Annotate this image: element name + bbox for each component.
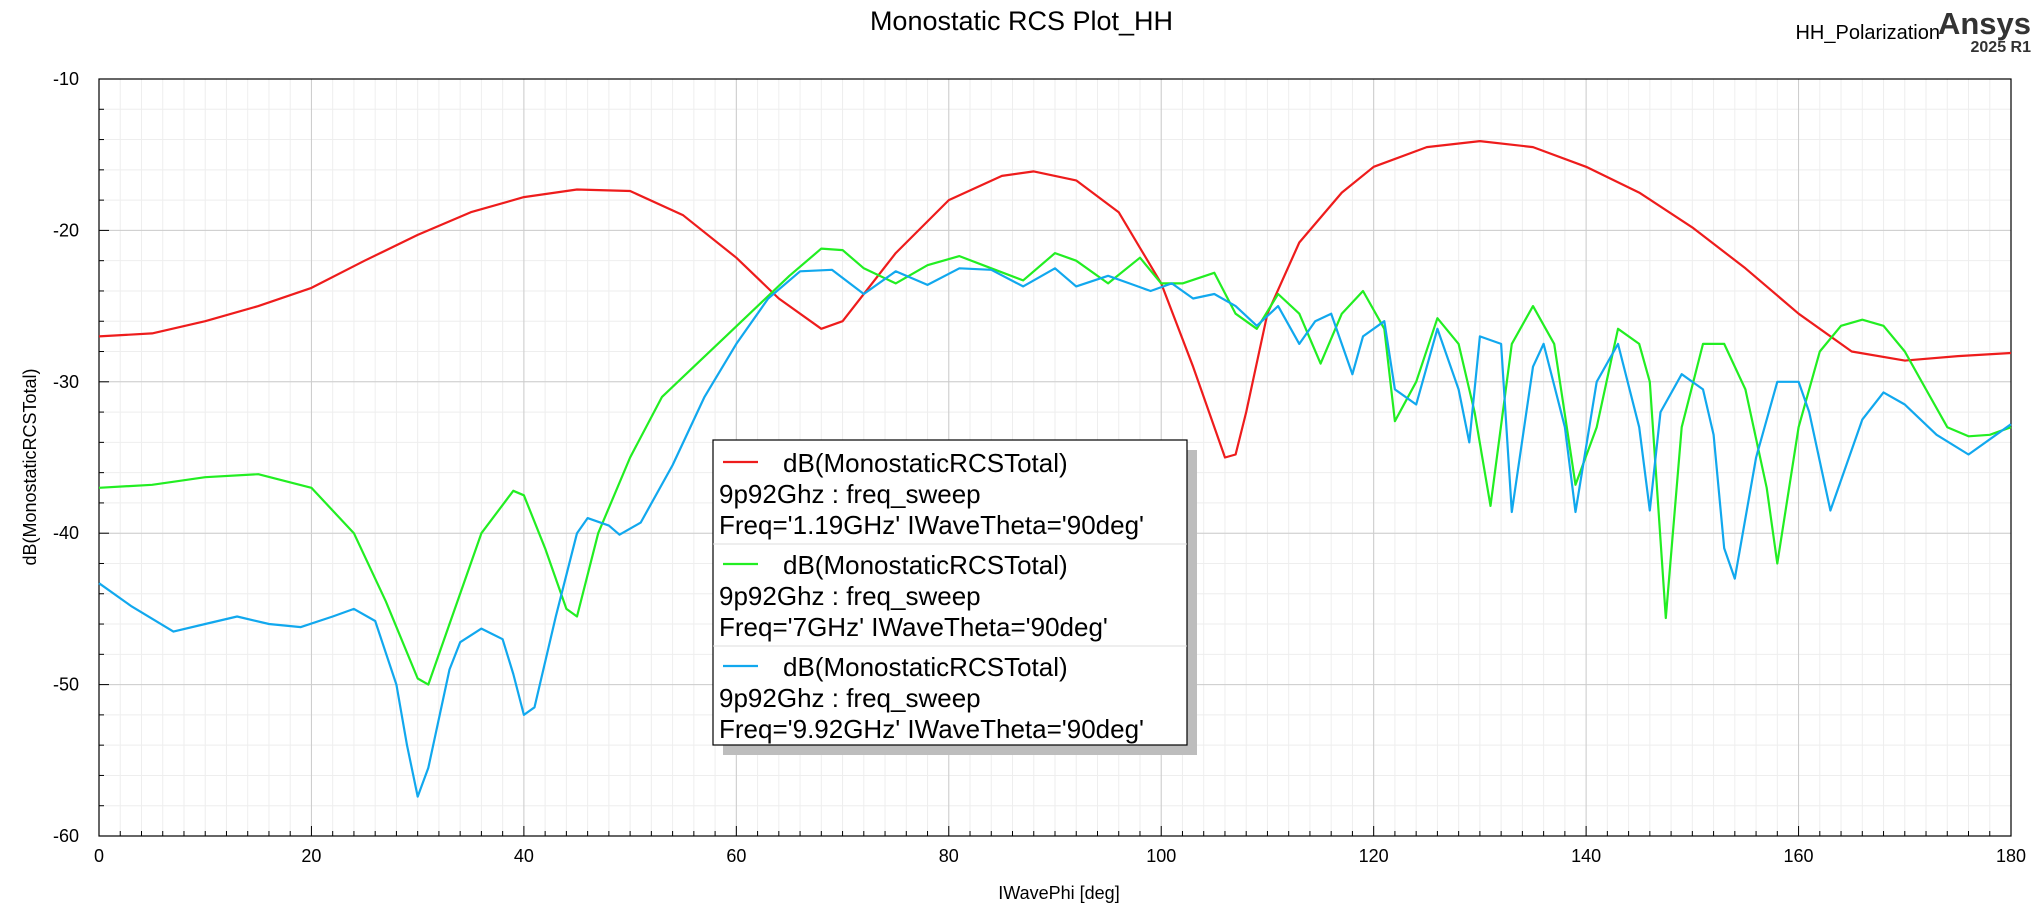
series-line-3[interactable]: [98, 267, 2012, 798]
legend-label-1-3: Freq='1.19GHz' IWaveTheta='90deg': [719, 510, 1144, 540]
x-tick-label: 60: [726, 846, 746, 866]
x-tick-label: 100: [1146, 846, 1176, 866]
y-tick-label: -40: [53, 523, 79, 543]
legend-box: [712, 439, 1188, 746]
x-axis-title: IWavePhi [deg]: [998, 883, 1119, 903]
polarization-tag: HH_Polarization: [1795, 22, 1940, 44]
chart-title: Monostatic RCS Plot_HH: [869, 6, 1174, 36]
legend[interactable]: dB(MonostaticRCSTotal)9p92Ghz : freq_swe…: [712, 439, 1197, 755]
axis-layer: 0 20 40 60 80 100 120 140 160 180 -60 -50 -40 -30 -20 -…: [53, 69, 2026, 866]
series-line-1[interactable]: [98, 140, 2012, 459]
x-tick-label: 20: [301, 846, 321, 866]
y-tick-label: -30: [53, 372, 79, 392]
x-tick-label: 140: [1571, 846, 1601, 866]
y-tick-label: -20: [53, 220, 79, 240]
x-tick-label: 40: [514, 846, 534, 866]
brand-version: 2025 R1: [1970, 39, 2032, 56]
y-tick-label: -60: [53, 826, 79, 846]
legend-label-3-3: Freq='9.92GHz' IWaveTheta='90deg': [719, 714, 1144, 744]
legend-label-1-1: dB(MonostaticRCSTotal): [783, 448, 1068, 478]
brand-logo: Ansys 2025 R1: [1938, 8, 2031, 56]
x-tick-label: 160: [1784, 846, 1814, 866]
legend-label-2-3: Freq='7GHz' IWaveTheta='90deg': [719, 612, 1108, 642]
y-tick-label: -50: [53, 675, 79, 695]
legend-label-3-2: 9p92Ghz : freq_sweep: [719, 683, 981, 713]
y-tick-label: -10: [53, 69, 79, 89]
legend-label-3-1: dB(MonostaticRCSTotal): [783, 652, 1068, 682]
brand-name: Ansys: [1937, 6, 2031, 41]
x-tick-label: 0: [94, 846, 104, 866]
legend-label-2-2: 9p92Ghz : freq_sweep: [719, 581, 981, 611]
legend-label-1-2: 9p92Ghz : freq_sweep: [719, 479, 981, 509]
legend-label-2-1: dB(MonostaticRCSTotal): [783, 550, 1068, 580]
x-tick-label: 80: [939, 846, 959, 866]
series-line-2[interactable]: [98, 247, 2012, 686]
x-tick-label: 180: [1996, 846, 2026, 866]
x-tick-label: 120: [1359, 846, 1389, 866]
series-layer: [98, 140, 2012, 798]
y-axis-title: dB(MonostaticRCSTotal): [20, 368, 40, 565]
